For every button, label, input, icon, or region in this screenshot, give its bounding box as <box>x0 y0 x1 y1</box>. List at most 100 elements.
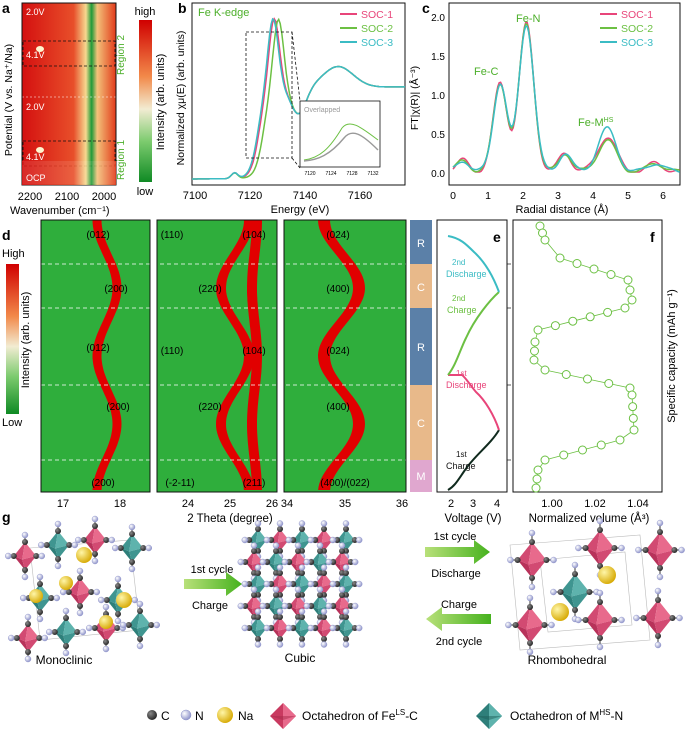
nitrogen-atom <box>528 583 536 591</box>
nitrogen-atom <box>145 544 153 552</box>
rhombo-octahedron <box>550 561 600 623</box>
carbon-atom <box>277 636 283 642</box>
b-zoom-box <box>245 31 293 159</box>
nitrogen-atom <box>507 556 514 564</box>
carbon-atom <box>140 545 147 551</box>
carbon-atom <box>246 581 253 587</box>
carbon-atom <box>514 557 521 563</box>
panel-a-xticks: 2200 2100 2000 <box>18 191 116 203</box>
carbon-atom <box>80 537 87 543</box>
carbon-atom <box>597 599 603 605</box>
nitrogen-atom <box>111 544 119 552</box>
b-spectra <box>192 17 406 180</box>
panel-b: b Normalized χμ(E) (arb. units) Fe K-edg… <box>175 0 406 216</box>
nitrogen-atom <box>342 564 350 571</box>
cubic-structure <box>237 520 363 648</box>
arrow-right-icon <box>425 540 490 564</box>
carbon-atom <box>37 609 43 615</box>
nitrogen-atom <box>54 562 62 570</box>
xrd-band-012 <box>92 220 122 490</box>
label-rhombohedral: Rhombohedral <box>528 653 607 667</box>
carbon-atom <box>25 621 31 627</box>
carbon-atom <box>527 604 533 610</box>
c-legend-2: SOC-2 <box>621 23 653 35</box>
c-ytick: 0.5 <box>431 130 445 141</box>
carbon-atom <box>37 581 43 587</box>
carbon-atom <box>115 611 121 617</box>
c-xtick: 1 <box>485 190 491 202</box>
phase-label: C <box>417 282 425 294</box>
carbon-atom <box>321 636 327 642</box>
carbon-atom <box>557 589 564 595</box>
nitrogen-atom <box>250 542 258 549</box>
nitrogen-atom <box>24 613 32 621</box>
b-inset-tick: 7124 <box>325 171 336 177</box>
f-xlabel: Normalized volume (Å³) <box>529 512 650 525</box>
d-sub1-labels: (012) (200) (012) (200) (200) <box>86 230 129 489</box>
carbon-atom <box>597 563 603 569</box>
nitrogen-atom <box>352 602 359 610</box>
nitrogen-atom <box>263 624 270 632</box>
d-hkl: (400)/(022) <box>320 478 369 489</box>
nitrogen-atom <box>656 573 664 581</box>
label-ocp-2: OCP <box>26 173 46 183</box>
nitrogen-atom <box>325 558 332 566</box>
nitrogen-atom <box>571 561 579 569</box>
d-hkl: (200) <box>104 284 127 295</box>
carbon-atom <box>597 527 603 533</box>
sodium-atom <box>116 592 132 608</box>
carbon-atom <box>22 567 28 573</box>
nitrogen-atom-icon <box>180 709 192 721</box>
carbon-atom <box>299 636 305 642</box>
inset-series-2 <box>303 123 379 161</box>
arrow-2nd-charge: Charge 2nd cycle <box>426 599 491 648</box>
region1-label: Region 1 <box>116 140 127 180</box>
d-hkl: (400) <box>326 402 349 413</box>
carbon-atom <box>103 597 110 603</box>
b-xtick: 7160 <box>348 190 372 202</box>
nitrogen-atom <box>4 552 12 560</box>
a-legend-high: high <box>135 6 156 18</box>
nitrogen-atom <box>298 641 306 648</box>
nitrogen-atom <box>21 531 29 539</box>
a-xtick: 2000 <box>92 191 116 203</box>
carbon-atom <box>148 622 155 628</box>
carbon-atom <box>657 565 663 571</box>
carbon-atom <box>669 615 676 621</box>
nitrogen-atom <box>276 641 284 648</box>
a-xlabel: Wavenumber (cm⁻¹) <box>10 205 110 217</box>
d-xtick: 24 <box>182 498 194 510</box>
volume-point <box>550 321 560 331</box>
nitrogen-atom <box>281 602 288 610</box>
volume-point <box>540 235 550 245</box>
volume-point <box>583 374 592 384</box>
carbon-atom <box>655 633 661 639</box>
arrow3-bottom: 2nd cycle <box>436 636 482 648</box>
carbon-atom <box>299 614 305 620</box>
nitrogen-atom <box>633 614 640 622</box>
nitrogen-atom <box>338 542 346 549</box>
carbon-atom <box>48 595 55 601</box>
nitrogen-atom <box>281 558 288 566</box>
b-xtick: 7120 <box>238 190 262 202</box>
legend-c: C <box>161 709 170 723</box>
c-peak-fe-c: Fe-C <box>474 66 499 78</box>
nitrogen-atom <box>263 536 270 544</box>
nitrogen-atom <box>114 617 122 625</box>
d-xtick: 36 <box>396 498 408 510</box>
e-xlabel: Voltage (V) <box>445 513 502 525</box>
nitrogen-atom <box>352 558 359 566</box>
nitrogen-atom <box>20 594 27 602</box>
carbon-atom <box>351 581 358 587</box>
nitrogen-atom <box>656 519 664 527</box>
legend-n: N <box>195 709 204 723</box>
f-xtick: 1.00 <box>541 498 562 510</box>
carbon-atom <box>129 559 135 565</box>
nitrogen-atom <box>53 594 60 602</box>
d-hkl: (110) <box>161 230 184 241</box>
a-xtick: 2200 <box>18 191 42 203</box>
sodium-atom <box>551 603 569 621</box>
carbon-atom <box>242 603 249 609</box>
cubic-octahedron <box>259 586 293 626</box>
